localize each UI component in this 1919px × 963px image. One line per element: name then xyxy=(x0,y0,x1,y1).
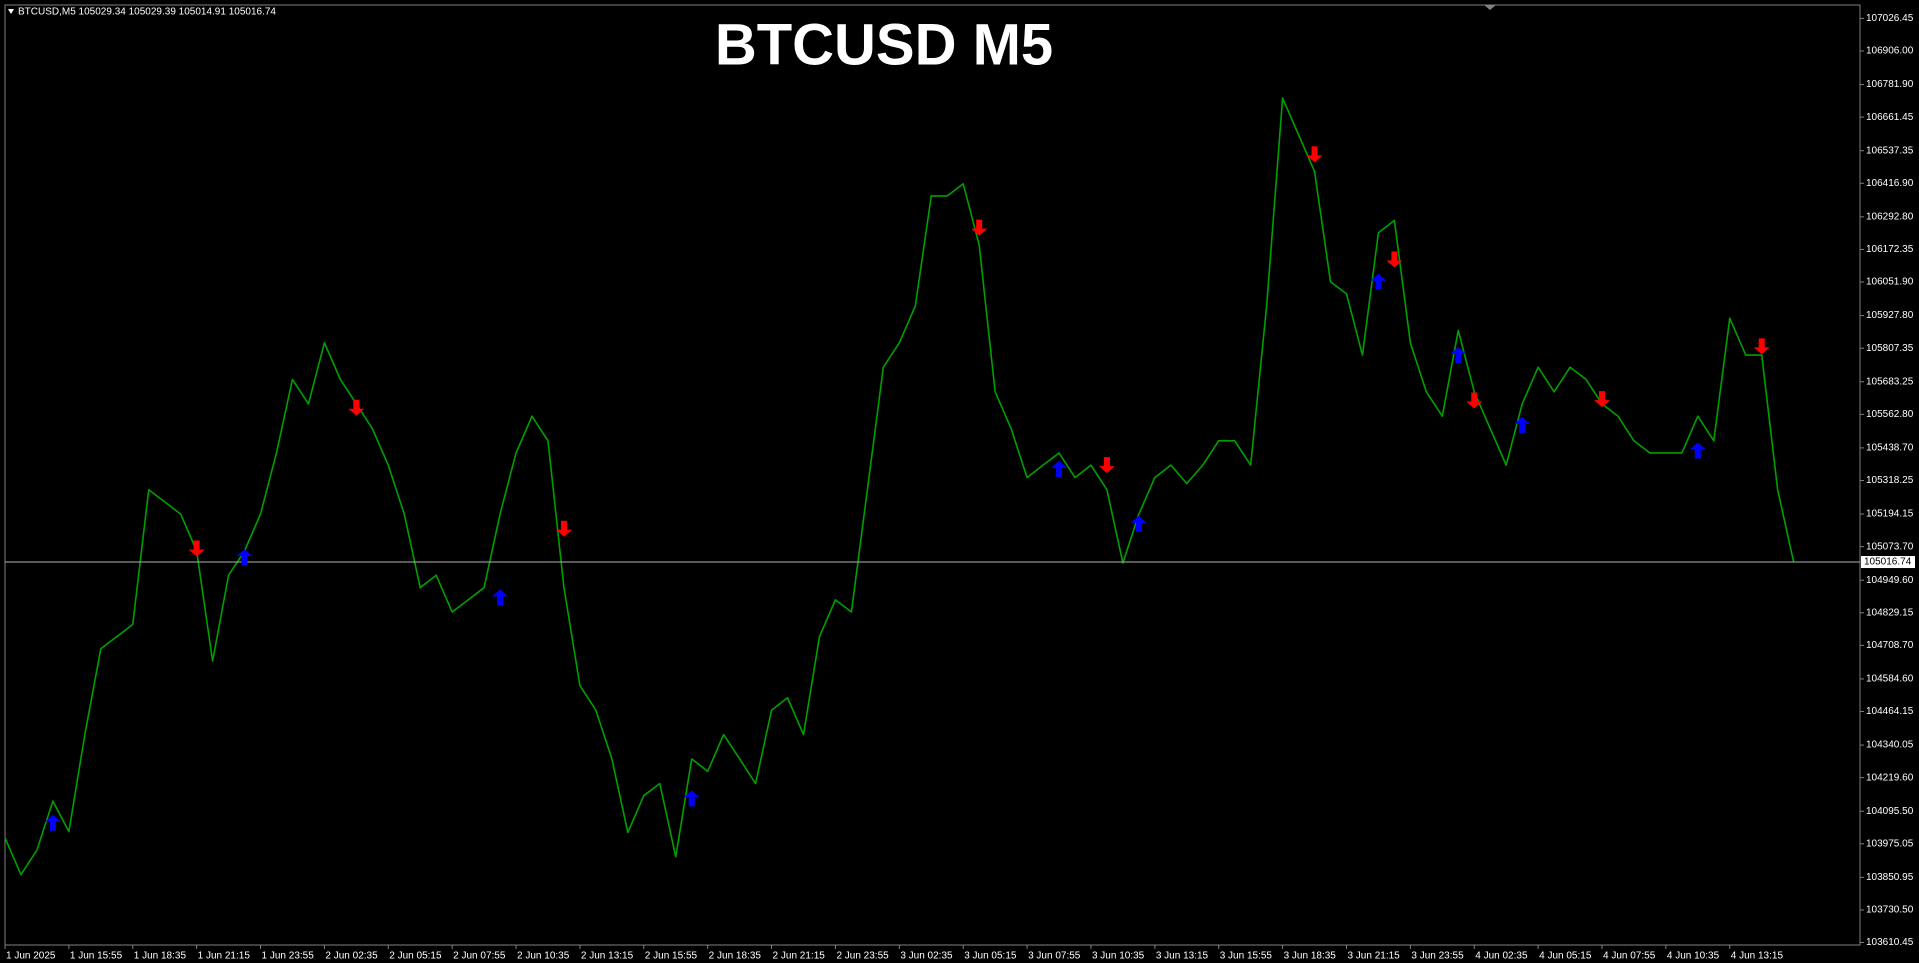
x-tick-label: 3 Jun 23:55 xyxy=(1411,951,1464,962)
buy-arrow xyxy=(1450,347,1467,364)
sell-arrow xyxy=(348,399,365,416)
x-tick-label: 1 Jun 15:55 xyxy=(70,951,123,962)
x-tick-label: 1 Jun 23:55 xyxy=(262,951,315,962)
y-tick-label: 104095.50 xyxy=(1866,806,1914,817)
x-tick-label: 2 Jun 13:15 xyxy=(581,951,634,962)
x-tick-label: 2 Jun 02:35 xyxy=(325,951,378,962)
y-tick-label: 104829.15 xyxy=(1866,607,1914,618)
y-tick-label: 104708.70 xyxy=(1866,640,1914,651)
sell-arrow xyxy=(1594,391,1610,408)
sell-arrow xyxy=(555,520,572,537)
y-tick-label: 104584.60 xyxy=(1866,674,1914,685)
y-tick-label: 106906.00 xyxy=(1866,46,1914,57)
y-tick-label: 106416.90 xyxy=(1866,178,1914,189)
buy-arrow xyxy=(1689,442,1706,459)
buy-arrow xyxy=(44,814,61,831)
x-tick-label: 2 Jun 21:15 xyxy=(773,951,826,962)
price-line xyxy=(4,97,1795,876)
y-tick-label: 106292.80 xyxy=(1866,211,1914,222)
buy-arrow xyxy=(683,790,700,807)
y-tick-label: 105194.15 xyxy=(1866,509,1914,520)
x-tick-label: 2 Jun 05:15 xyxy=(389,951,442,962)
buy-arrow xyxy=(236,549,253,566)
y-tick-label: 104949.60 xyxy=(1866,575,1914,586)
plot-frame xyxy=(4,4,1861,946)
x-tick-label: 3 Jun 21:15 xyxy=(1347,951,1400,962)
y-tick-label: 104340.05 xyxy=(1866,740,1914,751)
y-tick-label: 106781.90 xyxy=(1866,79,1914,90)
sell-arrow xyxy=(1098,457,1115,474)
x-tick-label: 2 Jun 23:55 xyxy=(836,951,889,962)
x-tick-label: 4 Jun 07:55 xyxy=(1603,951,1656,962)
sell-arrow xyxy=(1753,338,1770,355)
y-tick-label: 106537.35 xyxy=(1866,145,1914,156)
x-tick-label: 4 Jun 10:35 xyxy=(1667,951,1720,962)
y-tick-label: 107026.45 xyxy=(1866,13,1914,24)
y-tick-label: 103850.95 xyxy=(1866,872,1914,883)
sell-arrow xyxy=(1386,251,1403,268)
y-tick-label: 106172.35 xyxy=(1866,244,1914,255)
window-menu-icon[interactable] xyxy=(8,9,14,14)
y-tick-label: 105562.80 xyxy=(1866,409,1914,420)
x-tick-label: 3 Jun 13:15 xyxy=(1156,951,1209,962)
x-tick-label: 2 Jun 10:35 xyxy=(517,951,570,962)
buy-arrow xyxy=(1130,515,1147,532)
x-tick-label: 3 Jun 15:55 xyxy=(1220,951,1273,962)
chart-header: BTCUSD,M5 105029.34 105029.39 105014.91 … xyxy=(18,7,276,18)
buy-arrow xyxy=(1370,273,1387,290)
y-tick-label: 104464.15 xyxy=(1866,706,1914,717)
x-tick-label: 3 Jun 05:15 xyxy=(964,951,1017,962)
x-tick-label: 2 Jun 15:55 xyxy=(645,951,698,962)
y-tick-label: 105807.35 xyxy=(1866,343,1914,354)
sell-arrow xyxy=(1466,392,1483,409)
chart-title: BTCUSD M5 xyxy=(715,12,1053,77)
x-tick-label: 1 Jun 18:35 xyxy=(134,951,187,962)
x-tick-label: 4 Jun 05:15 xyxy=(1539,951,1592,962)
y-tick-label: 104219.60 xyxy=(1866,772,1914,783)
y-tick-label: 105073.70 xyxy=(1866,541,1914,552)
shift-marker xyxy=(1484,5,1496,10)
x-tick-label: 2 Jun 18:35 xyxy=(709,951,762,962)
x-tick-label: 2 Jun 07:55 xyxy=(453,951,506,962)
buy-arrow xyxy=(492,589,509,606)
y-tick-label: 103975.05 xyxy=(1866,838,1914,849)
y-tick-label: 106051.90 xyxy=(1866,277,1914,288)
x-tick-label: 1 Jun 21:15 xyxy=(198,951,251,962)
current-price-box xyxy=(1861,556,1915,569)
y-tick-label: 103610.45 xyxy=(1866,937,1914,948)
y-tick-label: 105438.70 xyxy=(1866,443,1914,454)
x-tick-label: 3 Jun 02:35 xyxy=(900,951,953,962)
sell-arrow xyxy=(188,540,205,557)
y-tick-label: 105318.25 xyxy=(1866,475,1914,486)
x-tick-label: 1 Jun 2025 xyxy=(6,951,56,962)
current-price-label: 105016.74 xyxy=(1864,557,1912,568)
x-tick-label: 3 Jun 18:35 xyxy=(1284,951,1337,962)
x-tick-label: 3 Jun 07:55 xyxy=(1028,951,1081,962)
y-tick-label: 103730.50 xyxy=(1866,905,1914,916)
buy-arrow xyxy=(1514,416,1531,433)
x-tick-label: 4 Jun 13:15 xyxy=(1731,951,1784,962)
y-tick-label: 105683.25 xyxy=(1866,376,1914,387)
sell-arrow xyxy=(1306,146,1323,163)
y-tick-label: 106661.45 xyxy=(1866,112,1914,123)
sell-arrow xyxy=(971,219,988,236)
x-tick-label: 3 Jun 10:35 xyxy=(1092,951,1145,962)
x-tick-label: 4 Jun 02:35 xyxy=(1475,951,1528,962)
buy-arrow xyxy=(1051,460,1068,477)
y-tick-label: 105927.80 xyxy=(1866,310,1914,321)
